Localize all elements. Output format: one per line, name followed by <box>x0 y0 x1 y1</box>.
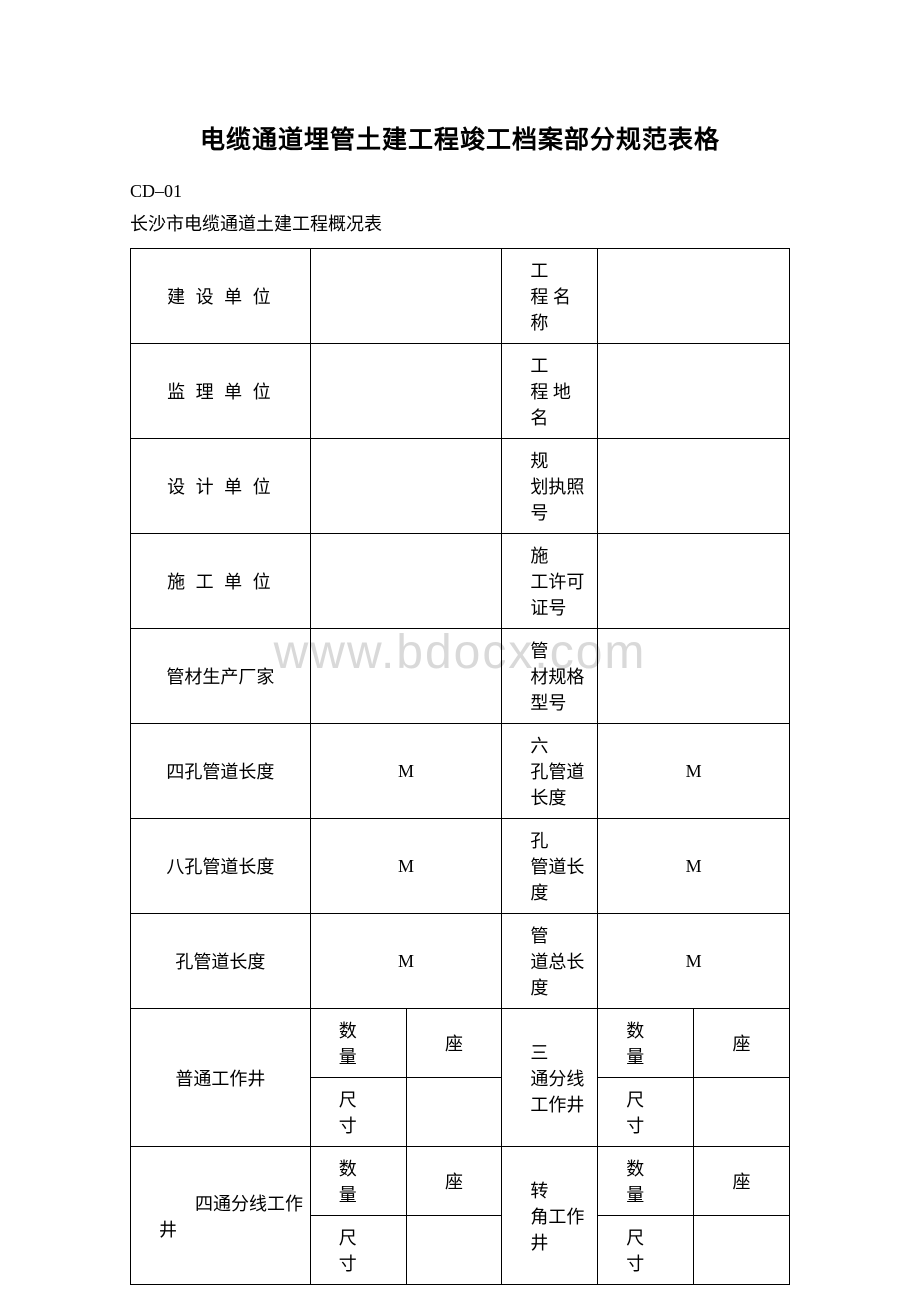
cell-label: 规 划执照 号 <box>502 439 598 534</box>
cell-label: 工 程 名 称 <box>502 249 598 344</box>
cell-label: 四孔管道长度 <box>131 724 311 819</box>
cell-label: 管材生产厂家 <box>131 629 311 724</box>
cell-label: 建 设 单 位 <box>131 249 311 344</box>
cell-label: 数 量 <box>598 1147 694 1216</box>
cell-label: 设 计 单 位 <box>131 439 311 534</box>
cell-label: 监 理 单 位 <box>131 344 311 439</box>
cell-label: 施 工许可 证号 <box>502 534 598 629</box>
cell-value: M <box>310 724 502 819</box>
cell-label: 孔管道长度 <box>131 914 311 1009</box>
cell-label: 尺 寸 <box>310 1078 406 1147</box>
cell-label: 普通工作井 <box>131 1009 311 1147</box>
cell-label: 数 量 <box>310 1147 406 1216</box>
cell-label: 尺 寸 <box>598 1216 694 1285</box>
cell-value <box>310 534 502 629</box>
cell-value <box>310 439 502 534</box>
cell-value <box>406 1078 502 1147</box>
cell-label: 管 道总长 度 <box>502 914 598 1009</box>
cell-value: M <box>598 724 790 819</box>
table-row: 四孔管道长度 M 六 孔管道 长度 M <box>131 724 790 819</box>
cell-label: 八孔管道长度 <box>131 819 311 914</box>
cell-label: 孔 管道长 度 <box>502 819 598 914</box>
cell-label: 三 通分线 工作井 <box>502 1009 598 1147</box>
table-row: 施 工 单 位 施 工许可 证号 <box>131 534 790 629</box>
cell-value <box>598 439 790 534</box>
cell-label: 转 角工作 井 <box>502 1147 598 1285</box>
doc-code: CD–01 <box>130 181 790 202</box>
cell-value <box>598 249 790 344</box>
cell-label: 数 量 <box>310 1009 406 1078</box>
table-row: 设 计 单 位 规 划执照 号 <box>131 439 790 534</box>
cell-value: M <box>310 819 502 914</box>
cell-value <box>598 534 790 629</box>
cell-value <box>310 629 502 724</box>
cell-value <box>310 249 502 344</box>
cell-value: M <box>310 914 502 1009</box>
table-row: 管材生产厂家 管 材规格 型号 <box>131 629 790 724</box>
table-row: 八孔管道长度 M 孔 管道长 度 M <box>131 819 790 914</box>
page-title: 电缆通道埋管土建工程竣工档案部分规范表格 <box>130 120 790 156</box>
cell-value: 座 <box>694 1147 790 1216</box>
cell-label: 施 工 单 位 <box>131 534 311 629</box>
cell-value: M <box>598 819 790 914</box>
cell-label: 尺 寸 <box>310 1216 406 1285</box>
cell-value <box>598 629 790 724</box>
cell-value <box>310 344 502 439</box>
table-row: 孔管道长度 M 管 道总长 度 M <box>131 914 790 1009</box>
table-row: 普通工作井 数 量 座 三 通分线 工作井 数 量 座 <box>131 1009 790 1078</box>
cell-label: 尺 寸 <box>598 1078 694 1147</box>
cell-label: 六 孔管道 长度 <box>502 724 598 819</box>
main-table: 建 设 单 位 工 程 名 称 监 理 单 位 工 程 地 名 设 计 单 位 … <box>130 248 790 1285</box>
table-row: 四通分线工作 井 数 量 座 转 角工作 井 数 量 座 <box>131 1147 790 1216</box>
doc-subtitle: 长沙市电缆通道土建工程概况表 <box>130 210 790 236</box>
cell-value <box>406 1216 502 1285</box>
cell-value <box>694 1078 790 1147</box>
cell-value: 座 <box>406 1147 502 1216</box>
cell-value <box>694 1216 790 1285</box>
cell-label: 四通分线工作 井 <box>131 1147 311 1285</box>
table-row: 监 理 单 位 工 程 地 名 <box>131 344 790 439</box>
cell-label: 工 程 地 名 <box>502 344 598 439</box>
cell-label: 管 材规格 型号 <box>502 629 598 724</box>
cell-value: 座 <box>694 1009 790 1078</box>
cell-value: 座 <box>406 1009 502 1078</box>
cell-label: 数 量 <box>598 1009 694 1078</box>
cell-value: M <box>598 914 790 1009</box>
table-row: 建 设 单 位 工 程 名 称 <box>131 249 790 344</box>
cell-value <box>598 344 790 439</box>
